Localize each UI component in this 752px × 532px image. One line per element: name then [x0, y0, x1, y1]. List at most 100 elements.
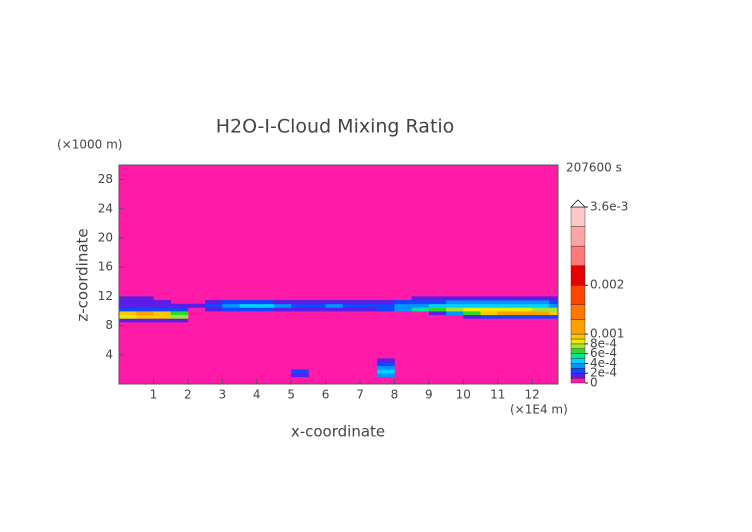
field-cell	[273, 303, 292, 308]
field-cell	[549, 311, 559, 316]
field-cell	[325, 300, 344, 305]
field-cell	[308, 307, 326, 312]
field-cell	[119, 296, 137, 301]
field-cell	[256, 303, 275, 308]
field-cell	[411, 296, 430, 301]
field-cell	[119, 303, 137, 308]
field-cell	[446, 300, 464, 305]
field-cell	[377, 307, 395, 312]
field-cell	[205, 300, 223, 305]
colorbar-box	[570, 226, 586, 247]
x-tick-label: 12	[525, 388, 540, 402]
field-cell	[394, 307, 413, 312]
field-cell	[446, 296, 464, 301]
field-cell	[342, 307, 361, 312]
field-cell	[514, 303, 533, 308]
x-tick-label: 7	[356, 388, 364, 402]
field-cell	[411, 300, 430, 305]
field-cell	[170, 307, 189, 312]
colorbar-box	[570, 377, 586, 384]
field-cell	[549, 307, 559, 312]
x-tick-label: 6	[322, 388, 330, 402]
colorbar-box	[570, 373, 586, 379]
field-cell	[273, 300, 292, 305]
colorbar-box	[570, 333, 586, 340]
field-cell	[187, 303, 206, 308]
field-cell	[480, 314, 499, 319]
field-cell	[170, 311, 189, 316]
colorbar-tick-label: 6e-4	[590, 346, 617, 360]
field-cell	[377, 300, 395, 305]
field-cell	[119, 311, 137, 316]
time-label: 207600 s	[566, 161, 622, 175]
field-cell	[119, 307, 137, 312]
colorbar-box	[570, 353, 586, 359]
field-cell	[222, 300, 240, 305]
colorbar-tick-label: 2e-4	[590, 366, 617, 380]
field-cell	[136, 300, 154, 305]
chart-title: H2O-I-Cloud Mixing Ratio	[216, 116, 455, 138]
field-cell	[497, 314, 516, 319]
field-cell	[532, 311, 550, 316]
field-cell	[549, 303, 559, 308]
field-cell	[205, 303, 223, 308]
field-cell	[532, 300, 550, 305]
field-cell	[497, 311, 516, 316]
x-tick-label: 2	[184, 388, 192, 402]
y-unit-label: (×1000 m)	[57, 138, 122, 152]
field-cell	[463, 303, 481, 308]
x-tick-label: 3	[218, 388, 226, 402]
colorbar-box	[570, 348, 586, 354]
field-cell	[514, 300, 533, 305]
field-cell	[428, 307, 447, 312]
field-cell	[497, 303, 516, 308]
field-cell	[411, 303, 430, 308]
field-cell	[222, 307, 240, 312]
field-cell	[480, 307, 499, 312]
field-cell	[308, 303, 326, 308]
colorbar-tick-label: 3.6e-3	[590, 200, 628, 214]
field-cell	[514, 311, 533, 316]
colorbar-box	[570, 304, 586, 320]
colorbar-box	[570, 265, 586, 286]
colorbar-tick-label: 4e-4	[590, 356, 617, 370]
field-cell	[170, 303, 189, 308]
field-cell	[153, 307, 172, 312]
colorbar-box	[570, 245, 586, 266]
field-cell	[239, 307, 258, 312]
colorbar-box	[570, 319, 586, 335]
colorbar-box	[570, 358, 586, 364]
field-cell	[532, 314, 550, 319]
field-cell	[463, 300, 481, 305]
field-cell	[497, 296, 516, 301]
plot-background	[119, 165, 558, 384]
field-cell	[480, 300, 499, 305]
colorbar-box	[570, 206, 586, 227]
colorbar-box	[570, 338, 586, 345]
field-cell	[549, 296, 559, 301]
field-cell	[463, 296, 481, 301]
field-cell	[360, 307, 378, 312]
field-cell	[428, 296, 447, 301]
y-tick-label: 28	[98, 172, 113, 186]
x-tick-label: 9	[425, 388, 433, 402]
field-cell	[153, 303, 172, 308]
x-axis-label: x-coordinate	[291, 423, 385, 441]
field-cell	[153, 311, 172, 316]
field-cell	[480, 311, 499, 316]
field-cell	[377, 373, 395, 378]
field-cell	[153, 318, 172, 323]
field-cell	[377, 303, 395, 308]
field-cell	[463, 314, 481, 319]
field-cell	[463, 311, 481, 316]
y-tick-label: 12	[98, 289, 113, 303]
field-cell	[428, 303, 447, 308]
field-cell	[549, 300, 559, 305]
colorbar-box	[570, 285, 586, 305]
field-cell	[532, 307, 550, 312]
field-cell	[377, 365, 395, 370]
field-cell	[325, 303, 344, 308]
field-cell	[222, 303, 240, 308]
y-tick-label: 16	[98, 260, 113, 274]
colorbar-box	[570, 363, 586, 369]
